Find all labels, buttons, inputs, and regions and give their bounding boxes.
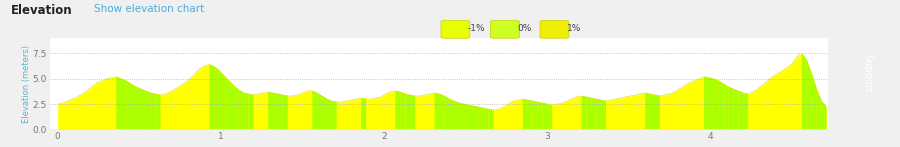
Polygon shape (210, 65, 214, 129)
Polygon shape (537, 102, 543, 129)
Polygon shape (332, 101, 337, 129)
Polygon shape (483, 108, 489, 129)
Polygon shape (802, 53, 806, 129)
Polygon shape (400, 92, 405, 129)
Polygon shape (229, 81, 234, 129)
Polygon shape (410, 95, 415, 129)
Polygon shape (244, 93, 248, 129)
Polygon shape (449, 99, 454, 129)
Polygon shape (650, 94, 655, 129)
Polygon shape (454, 101, 459, 129)
Polygon shape (445, 96, 449, 129)
Polygon shape (327, 99, 332, 129)
Polygon shape (743, 93, 748, 129)
Polygon shape (601, 100, 606, 129)
Polygon shape (719, 81, 724, 129)
Polygon shape (439, 94, 445, 129)
Polygon shape (248, 94, 254, 129)
Polygon shape (527, 100, 533, 129)
Polygon shape (581, 96, 587, 129)
Polygon shape (489, 109, 493, 129)
Polygon shape (704, 77, 709, 129)
Polygon shape (156, 94, 160, 129)
Polygon shape (734, 89, 738, 129)
Polygon shape (523, 99, 527, 129)
Text: 0%: 0% (518, 24, 532, 33)
Text: 1%: 1% (567, 24, 581, 33)
Polygon shape (547, 104, 553, 129)
Polygon shape (214, 67, 220, 129)
Y-axis label: Elevation (meters): Elevation (meters) (22, 45, 31, 123)
Polygon shape (238, 90, 244, 129)
Polygon shape (322, 96, 327, 129)
Polygon shape (278, 94, 283, 129)
Polygon shape (136, 87, 141, 129)
Polygon shape (812, 74, 816, 129)
Text: Elevation: Elevation (11, 4, 72, 17)
Polygon shape (122, 79, 126, 129)
Polygon shape (645, 93, 650, 129)
Polygon shape (806, 61, 812, 129)
Polygon shape (224, 76, 229, 129)
Polygon shape (126, 81, 131, 129)
Text: Show elevation chart: Show elevation chart (94, 4, 205, 14)
Text: Support: Support (862, 54, 873, 93)
Polygon shape (312, 91, 317, 129)
Polygon shape (361, 98, 366, 129)
Polygon shape (728, 87, 733, 129)
Polygon shape (655, 95, 660, 129)
Polygon shape (317, 93, 322, 129)
Polygon shape (116, 77, 122, 129)
Polygon shape (822, 101, 826, 129)
Polygon shape (150, 93, 156, 129)
Polygon shape (724, 84, 728, 129)
Polygon shape (234, 86, 238, 129)
Polygon shape (141, 89, 146, 129)
Polygon shape (283, 95, 288, 129)
Polygon shape (709, 78, 714, 129)
Polygon shape (220, 71, 224, 129)
Polygon shape (273, 93, 278, 129)
Text: -1%: -1% (468, 24, 486, 33)
Polygon shape (543, 103, 547, 129)
Polygon shape (131, 84, 136, 129)
Polygon shape (738, 91, 743, 129)
Polygon shape (146, 91, 150, 129)
Polygon shape (587, 97, 591, 129)
Polygon shape (816, 89, 822, 129)
Polygon shape (395, 91, 400, 129)
Polygon shape (405, 94, 410, 129)
Polygon shape (464, 104, 469, 129)
Polygon shape (459, 103, 464, 129)
Polygon shape (473, 106, 479, 129)
Polygon shape (435, 93, 439, 129)
Polygon shape (533, 101, 537, 129)
Polygon shape (591, 98, 596, 129)
Polygon shape (479, 107, 483, 129)
Polygon shape (596, 99, 601, 129)
Polygon shape (268, 92, 273, 129)
Polygon shape (469, 105, 473, 129)
Polygon shape (714, 79, 719, 129)
